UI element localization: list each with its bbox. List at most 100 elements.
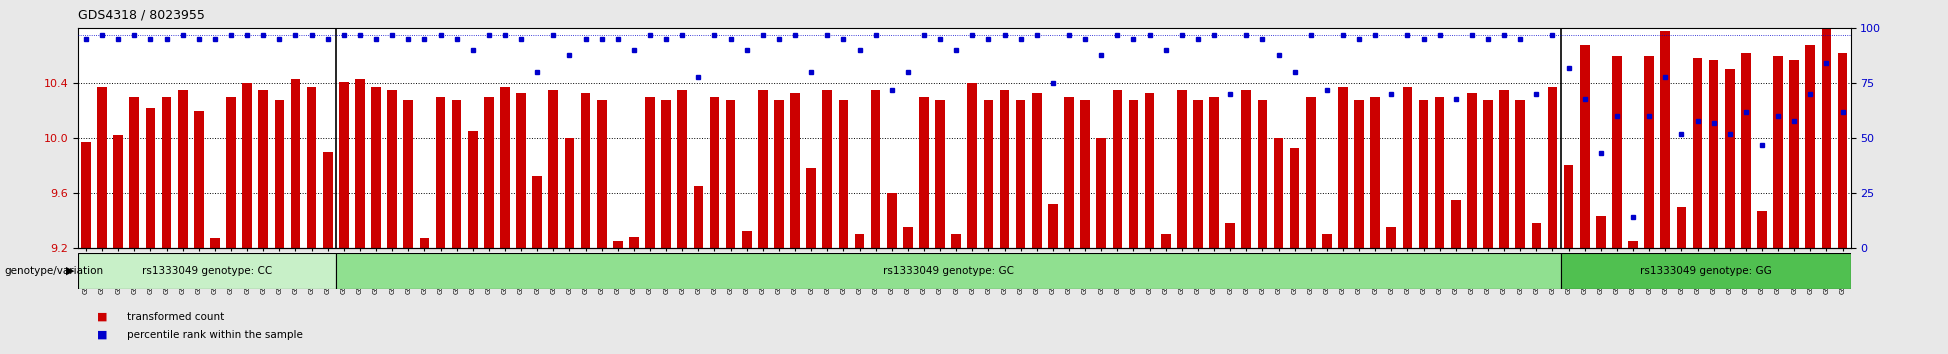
Bar: [614, 241, 623, 248]
Bar: [1387, 227, 1397, 248]
Bar: [727, 100, 736, 248]
Bar: [1210, 97, 1219, 248]
Bar: [1048, 204, 1058, 248]
Bar: [660, 100, 670, 248]
Bar: [1790, 60, 1800, 248]
Text: ■: ■: [97, 330, 107, 339]
Bar: [1467, 93, 1477, 248]
Bar: [1500, 90, 1510, 248]
Bar: [468, 131, 477, 248]
Bar: [1516, 100, 1525, 248]
Bar: [335, 253, 1560, 289]
Bar: [162, 97, 171, 248]
Bar: [565, 138, 575, 248]
Bar: [1708, 60, 1718, 248]
Bar: [1773, 56, 1782, 248]
Bar: [1145, 93, 1155, 248]
Bar: [1403, 87, 1412, 248]
Bar: [773, 100, 783, 248]
Bar: [290, 79, 300, 248]
Bar: [129, 97, 138, 248]
Bar: [1274, 138, 1284, 248]
Bar: [372, 87, 382, 248]
Bar: [483, 97, 493, 248]
Bar: [709, 97, 719, 248]
Bar: [886, 193, 896, 248]
Bar: [1806, 45, 1816, 248]
Text: rs1333049 genotype: GG: rs1333049 genotype: GG: [1640, 266, 1771, 276]
Text: GDS4318 / 8023955: GDS4318 / 8023955: [78, 9, 205, 22]
Bar: [791, 93, 801, 248]
Text: genotype/variation: genotype/variation: [4, 266, 103, 276]
Text: rs1333049 genotype: GC: rs1333049 genotype: GC: [882, 266, 1013, 276]
Bar: [758, 90, 768, 248]
Bar: [1064, 97, 1073, 248]
Bar: [323, 152, 333, 248]
Bar: [1161, 234, 1171, 248]
Text: percentile rank within the sample: percentile rank within the sample: [127, 330, 302, 339]
Bar: [339, 82, 349, 248]
Bar: [516, 93, 526, 248]
Text: transformed count: transformed count: [127, 312, 224, 322]
Bar: [855, 234, 865, 248]
Bar: [678, 90, 688, 248]
Bar: [1177, 90, 1186, 248]
Bar: [146, 108, 156, 248]
Bar: [904, 227, 914, 248]
Bar: [968, 83, 978, 248]
Bar: [1032, 93, 1042, 248]
Bar: [242, 83, 251, 248]
Bar: [355, 79, 364, 248]
Bar: [549, 90, 559, 248]
Bar: [97, 87, 107, 248]
Bar: [275, 100, 284, 248]
Bar: [1564, 166, 1574, 248]
Bar: [419, 238, 429, 248]
Bar: [403, 100, 413, 248]
Bar: [1451, 200, 1461, 248]
Bar: [1757, 211, 1767, 248]
Bar: [596, 100, 606, 248]
Bar: [210, 238, 220, 248]
Bar: [195, 111, 205, 248]
Bar: [177, 90, 187, 248]
Bar: [1081, 100, 1091, 248]
Bar: [806, 168, 816, 248]
Bar: [984, 100, 993, 248]
Bar: [838, 100, 847, 248]
Bar: [1436, 97, 1445, 248]
Bar: [935, 100, 945, 248]
Bar: [1418, 100, 1428, 248]
Text: ■: ■: [97, 312, 107, 322]
Text: rs1333049 genotype: CC: rs1333049 genotype: CC: [142, 266, 273, 276]
Bar: [1724, 69, 1734, 248]
Bar: [1629, 241, 1638, 248]
Bar: [1241, 90, 1251, 248]
Bar: [871, 90, 880, 248]
Bar: [742, 232, 752, 248]
Bar: [501, 87, 510, 248]
Bar: [1693, 58, 1703, 248]
Bar: [306, 87, 316, 248]
Bar: [822, 90, 832, 248]
Bar: [436, 97, 446, 248]
Bar: [1097, 138, 1106, 248]
Bar: [1338, 87, 1348, 248]
Bar: [1580, 45, 1590, 248]
Bar: [1015, 100, 1025, 248]
Bar: [629, 237, 639, 248]
Bar: [452, 100, 462, 248]
Bar: [1560, 253, 1851, 289]
Bar: [1305, 97, 1315, 248]
Bar: [1258, 100, 1268, 248]
Bar: [388, 90, 397, 248]
Bar: [1225, 223, 1235, 248]
Bar: [1837, 53, 1847, 248]
Bar: [1354, 100, 1364, 248]
Bar: [1112, 90, 1122, 248]
Bar: [1742, 53, 1751, 248]
Bar: [1369, 97, 1379, 248]
Bar: [1323, 234, 1332, 248]
Bar: [951, 234, 960, 248]
Bar: [1660, 31, 1669, 248]
